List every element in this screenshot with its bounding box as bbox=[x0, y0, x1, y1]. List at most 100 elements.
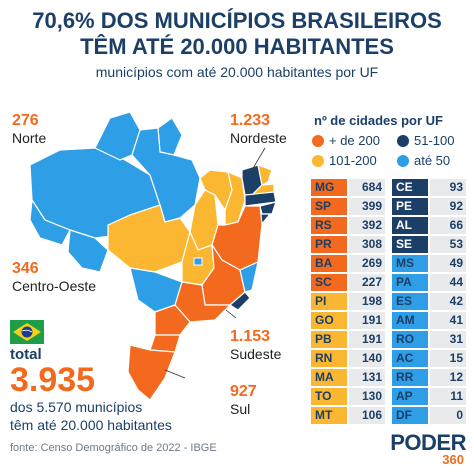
uf-code: AM bbox=[392, 312, 428, 329]
uf-code: RN bbox=[311, 350, 347, 367]
uf-count: 11 bbox=[430, 388, 466, 405]
uf-count: 42 bbox=[430, 293, 466, 310]
table-row: AM 41 bbox=[392, 312, 468, 329]
leader-line-nordeste bbox=[251, 147, 266, 171]
legend-dot bbox=[312, 154, 324, 167]
table-row: PB 191 bbox=[311, 331, 387, 348]
state-al bbox=[259, 201, 277, 215]
uf-count: 92 bbox=[430, 198, 466, 215]
logo-name: PODER bbox=[390, 430, 466, 455]
legend-label: + de 200 bbox=[329, 133, 380, 148]
legend-item-mais-de-200: + de 200 bbox=[312, 133, 380, 148]
region-sudeste-value: 1.153 bbox=[230, 328, 271, 345]
chart-subtitle: municípios com até 20.000 habitantes por… bbox=[95, 64, 379, 80]
logo-sub: 360 bbox=[442, 452, 464, 467]
uf-count: 93 bbox=[430, 179, 466, 196]
table-row: RS 392 bbox=[311, 217, 387, 234]
table-row: GO 191 bbox=[311, 312, 387, 329]
table-row: DF 0 bbox=[392, 407, 468, 424]
table-row: AC 15 bbox=[392, 350, 468, 367]
uf-count: 684 bbox=[349, 179, 385, 196]
region-sudeste-name: Sudeste bbox=[230, 346, 282, 362]
table-row: MG 684 bbox=[311, 179, 387, 196]
region-centro-oeste-name: Centro-Oeste bbox=[12, 278, 97, 294]
uf-code: SE bbox=[392, 236, 428, 253]
uf-code: RS bbox=[311, 217, 347, 234]
uf-code: MG bbox=[311, 179, 347, 196]
uf-count: 49 bbox=[430, 255, 466, 272]
leader-line-sul bbox=[164, 369, 186, 379]
table-row: AL 66 bbox=[392, 217, 468, 234]
uf-code: AC bbox=[392, 350, 428, 367]
uf-code: TO bbox=[311, 388, 347, 405]
state-sp bbox=[174, 281, 232, 323]
uf-count: 399 bbox=[349, 198, 385, 215]
uf-code: BA bbox=[311, 255, 347, 272]
uf-count: 130 bbox=[349, 388, 385, 405]
state-rs bbox=[127, 344, 176, 401]
table-row: RO 31 bbox=[392, 331, 468, 348]
leader-line-sudeste bbox=[225, 309, 237, 319]
table-row: ES 42 bbox=[392, 293, 468, 310]
uf-count: 41 bbox=[430, 312, 466, 329]
legend-title: nº de cidades por UF bbox=[314, 113, 443, 128]
uf-code: MA bbox=[311, 369, 347, 386]
state-pr bbox=[154, 304, 191, 336]
table-row: MT 106 bbox=[311, 407, 387, 424]
legend-item-101-200: 101-200 bbox=[312, 153, 377, 168]
legend-dot bbox=[312, 134, 324, 147]
region-norte-name: Norte bbox=[12, 130, 47, 146]
uf-code: AP bbox=[392, 388, 428, 405]
table-row: PI 198 bbox=[311, 293, 387, 310]
table-row: TO 130 bbox=[311, 388, 387, 405]
state-rn bbox=[257, 164, 273, 186]
table-row: PE 92 bbox=[392, 198, 468, 215]
chart-title: 70,6% DOS MUNICÍPIOS BRASILEIROS TÊM ATÉ… bbox=[0, 8, 474, 60]
table-row: MA 131 bbox=[311, 369, 387, 386]
legend-dot bbox=[397, 134, 409, 147]
region-centro-oeste-value: 346 bbox=[12, 260, 39, 277]
legend-dot bbox=[397, 154, 409, 167]
legend-item-51-100: 51-100 bbox=[397, 133, 454, 148]
state-df bbox=[193, 257, 203, 266]
uf-count: 15 bbox=[430, 350, 466, 367]
brazil-flag-icon bbox=[10, 320, 44, 344]
uf-count: 198 bbox=[349, 293, 385, 310]
state-sc bbox=[149, 334, 181, 353]
uf-count: 308 bbox=[349, 236, 385, 253]
uf-code: PR bbox=[311, 236, 347, 253]
table-row: PA 44 bbox=[392, 274, 468, 291]
region-norte-value: 276 bbox=[12, 112, 39, 129]
uf-code: PI bbox=[311, 293, 347, 310]
title-line-1: 70,6% DOS MUNICÍPIOS BRASILEIROS bbox=[32, 8, 442, 33]
legend-label: 101-200 bbox=[329, 153, 377, 168]
uf-code: MT bbox=[311, 407, 347, 424]
table-row: BA 269 bbox=[311, 255, 387, 272]
uf-count: 227 bbox=[349, 274, 385, 291]
state-es bbox=[239, 260, 259, 293]
region-nordeste-value: 1.233 bbox=[230, 112, 271, 129]
uf-count: 31 bbox=[430, 331, 466, 348]
source-note: fonte: Censo Demográfico de 2022 - IBGE bbox=[10, 442, 217, 454]
uf-code: ES bbox=[392, 293, 428, 310]
table-row: RN 140 bbox=[311, 350, 387, 367]
uf-count: 12 bbox=[430, 369, 466, 386]
uf-code: MS bbox=[392, 255, 428, 272]
uf-count: 44 bbox=[430, 274, 466, 291]
uf-code: RO bbox=[392, 331, 428, 348]
table-row: AP 11 bbox=[392, 388, 468, 405]
uf-count: 140 bbox=[349, 350, 385, 367]
uf-code: PA bbox=[392, 274, 428, 291]
poder360-logo: PODER 360 bbox=[376, 430, 466, 470]
uf-count: 269 bbox=[349, 255, 385, 272]
state-rj bbox=[228, 291, 251, 311]
uf-code: AL bbox=[392, 217, 428, 234]
table-row: MS 49 bbox=[392, 255, 468, 272]
region-nordeste-name: Nordeste bbox=[230, 130, 287, 146]
uf-count: 66 bbox=[430, 217, 466, 234]
uf-count: 392 bbox=[349, 217, 385, 234]
state-ro bbox=[67, 229, 109, 273]
legend-label: até 50 bbox=[414, 153, 451, 168]
table-row: CE 93 bbox=[392, 179, 468, 196]
